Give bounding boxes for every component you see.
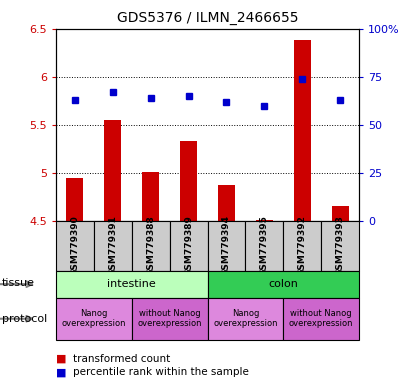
Bar	[332, 207, 349, 221]
Text: intestine: intestine	[107, 279, 156, 289]
Text: tissue: tissue	[2, 278, 35, 288]
Text: GSM779388: GSM779388	[146, 215, 155, 276]
Text: GSM779390: GSM779390	[71, 215, 79, 276]
Text: GSM779394: GSM779394	[222, 215, 231, 276]
Title: GDS5376 / ILMN_2466655: GDS5376 / ILMN_2466655	[117, 11, 298, 25]
Bar	[132, 298, 208, 340]
Bar	[283, 221, 321, 271]
Text: ■: ■	[56, 354, 66, 364]
Bar	[294, 40, 311, 221]
Bar	[180, 141, 197, 221]
Text: GSM779395: GSM779395	[260, 215, 269, 276]
Text: colon: colon	[269, 279, 298, 289]
Bar	[245, 221, 283, 271]
Text: GSM779391: GSM779391	[108, 215, 117, 276]
Bar	[94, 221, 132, 271]
Bar	[208, 271, 359, 298]
Bar	[56, 271, 208, 298]
Bar	[208, 221, 245, 271]
Bar	[104, 120, 121, 221]
Text: ■: ■	[56, 367, 66, 377]
Text: percentile rank within the sample: percentile rank within the sample	[73, 367, 249, 377]
Bar	[66, 177, 83, 221]
Bar	[218, 185, 235, 221]
Text: without Nanog
overexpression: without Nanog overexpression	[137, 309, 202, 328]
Bar	[321, 221, 359, 271]
Text: protocol: protocol	[2, 314, 47, 324]
Bar	[56, 298, 132, 340]
Text: GSM779393: GSM779393	[336, 215, 344, 276]
Bar	[170, 221, 208, 271]
Bar	[132, 221, 170, 271]
Bar	[283, 298, 359, 340]
Bar	[208, 298, 283, 340]
Text: Nanog
overexpression: Nanog overexpression	[62, 309, 126, 328]
Bar	[142, 172, 159, 221]
Text: GSM779392: GSM779392	[298, 215, 307, 276]
Text: GSM779389: GSM779389	[184, 215, 193, 276]
Text: without Nanog
overexpression: without Nanog overexpression	[289, 309, 353, 328]
Text: transformed count: transformed count	[73, 354, 170, 364]
Text: Nanog
overexpression: Nanog overexpression	[213, 309, 278, 328]
Bar	[256, 220, 273, 221]
Bar	[56, 221, 94, 271]
